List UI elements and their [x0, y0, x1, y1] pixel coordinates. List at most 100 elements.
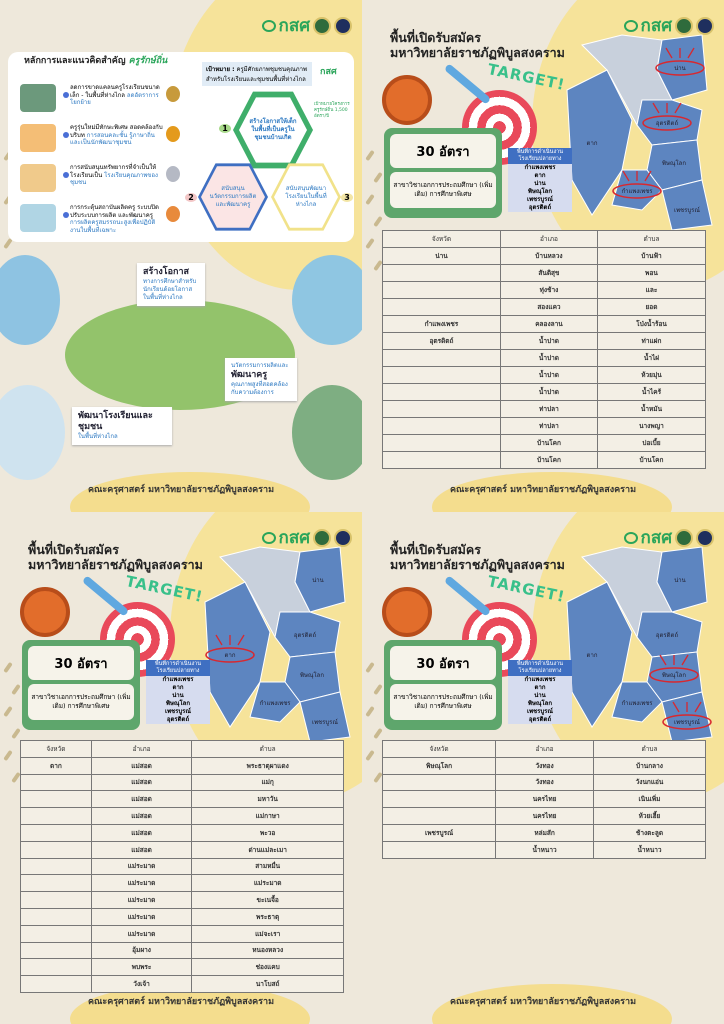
table-cell [382, 417, 501, 435]
callout-teacher-dev: นวัตกรรมการผลิตและ พัฒนาครู คุณภาพสูงที่สอ… [225, 358, 297, 401]
area-item: กำแพงเพชร [524, 164, 556, 171]
table-cell: หล่มสัก [495, 823, 595, 842]
title-line-1: พื้นที่เปิดรับสมัคร [28, 542, 119, 557]
goal-text: ครูมีศักยภาพชุมชนคุณภาพ สำหรับโรงเรียนแล… [206, 66, 307, 83]
seal-icon [313, 528, 331, 547]
compass-icon [382, 75, 432, 125]
table-cell: อุ้มผาง [90, 941, 193, 960]
table-cell: บ้านโคก [499, 451, 598, 469]
table-cell: แม่ระมาด [90, 857, 193, 876]
table-cell: แม่สอด [90, 823, 193, 842]
locations-table: จังหวัด อำเภอ ตำบล น่าน บ้านหลวง บ้านฟ้า สันติ… [382, 230, 707, 469]
kss-logo-text: กสศ [640, 528, 672, 548]
map-label: เพชรบูรณ์ [312, 718, 338, 726]
table-row: น่าน บ้านหลวง บ้านฟ้า [382, 247, 707, 265]
hexagon-text: สนับสนุนนวัตกรรมการผลิตและพัฒนาครู [209, 185, 257, 208]
kss-logo-text: กสศ [640, 16, 672, 36]
table-cell: สามหมื่น [191, 857, 344, 876]
kss-logo-icon [623, 19, 638, 32]
table-cell [20, 891, 92, 909]
hexagon-number: 3 [341, 193, 353, 202]
compass-icon [382, 587, 432, 637]
table-cell [20, 907, 92, 926]
dart-icon [81, 575, 130, 617]
item-illustration [20, 164, 56, 192]
kss-logo-icon [261, 19, 276, 32]
principle-item: ครูรุ่นใหม่มีทักษะพิเศษ สอดคล้องกับบริบท… [70, 124, 165, 147]
table-cell: ตาก [20, 756, 92, 775]
table-row: นครไทย เนินเพิ่ม [381, 790, 706, 809]
map-province [294, 546, 346, 613]
principles-title: หลักการและแนวคิดสำคัญ ครูรักษ์ถิ่น [24, 56, 196, 67]
decor-dash [365, 149, 375, 162]
column-header: ตำบล [593, 740, 706, 758]
table-cell: ยอด [596, 298, 707, 316]
map-label: อุตรดิตถ์ [656, 631, 679, 639]
map-label: ตาก [225, 652, 236, 659]
table-cell: บ้านโคก [596, 451, 707, 469]
callout-text: คุณภาพสูงที่สอดคล้องกับความต้องการ [231, 381, 288, 396]
kss-logo-icon [261, 531, 276, 544]
table-cell: วังทอง [495, 773, 595, 792]
table-cell [381, 807, 497, 825]
footer-text: คณะครุศาสตร์ มหาวิทยาลัยราชภัฏพิบูลสงครา… [449, 997, 636, 1007]
areas-header: พื้นที่การดำเนินงาน โรงเรียนปลายทาง [508, 148, 572, 164]
item-highlight: ลดอัตราการโยกย้าย [70, 91, 159, 107]
table-cell: น้ำหมัน [596, 400, 707, 418]
map-label: น่าน [674, 577, 686, 584]
table-row: แม่สอด แม่กุ [20, 773, 344, 792]
arrow-icon [681, 654, 689, 666]
column-header: จังหวัด [382, 230, 501, 248]
table-cell [20, 975, 92, 993]
area-item: อุตรดิตถ์ [166, 716, 190, 723]
table-row: ท่าปลา นางพญา [382, 417, 707, 435]
item-highlight: การสอนคละชั้น รู้ภาษาถิ่น และเป็นนักพัฒน… [70, 131, 155, 147]
column-header: อำเภอ [90, 740, 193, 758]
principle-item: การกระตุ้นสถาบันผลิตครู ระบบปิดปรับระบบก… [70, 204, 165, 234]
table-cell [382, 451, 501, 469]
table-cell: บ้านฟ้า [596, 247, 707, 265]
map-label: กำแพงเพชร [259, 700, 291, 707]
area-item: พิษณุโลก [527, 700, 552, 707]
partner-logo-icon [166, 126, 180, 142]
area-item: ตาก [534, 684, 546, 691]
panel-title: พื้นที่เปิดรับสมัคร มหาวิทยาลัยราชภัฏพิบู… [390, 30, 565, 60]
column-header: จังหวัด [381, 740, 497, 758]
bullet-icon [63, 172, 69, 178]
university-seal-icon [334, 528, 352, 547]
table-cell [20, 924, 92, 943]
table-cell: แม่สอด [90, 756, 193, 775]
area-item: พิษณุโลก [527, 188, 552, 195]
table-cell: ด่านแม่ละเมา [191, 840, 344, 859]
highlight-circle [612, 183, 662, 199]
table-cell: เนินเพิ่ม [593, 790, 706, 809]
table-row: น้ำปาด น้ำไผ่ [382, 349, 707, 367]
table-row: อุตรดิตถ์ น้ำปาด ท่าแฝก [382, 332, 707, 350]
quota-value: 30 อัตรา [390, 646, 496, 680]
table-cell [382, 264, 501, 282]
table-cell [382, 383, 501, 401]
table-cell: ช้างตะลูด [593, 823, 706, 842]
decor-dash [373, 727, 383, 740]
callout-title: พัฒนาครู [231, 370, 268, 380]
title-line-1: พื้นที่เปิดรับสมัคร [390, 30, 481, 45]
overview-panel: กสศ คณะครุศาสตร์ มหาวิทยาลัยราชภัฏพิบูลสง… [0, 0, 362, 512]
areas-box: พื้นที่การดำเนินงาน โรงเรียนปลายทาง กำแพง… [508, 660, 572, 724]
table-cell [382, 298, 501, 316]
areas-box: พื้นที่การดำเนินงาน โรงเรียนปลายทาง กำแพง… [146, 660, 210, 724]
map-label: กำแพงเพชร [621, 188, 653, 195]
footer-text: คณะครุศาสตร์ มหาวิทยาลัยราชภัฏพิบูลสงครา… [87, 997, 274, 1007]
table-cell [20, 823, 92, 842]
table-cell: ท่าแฝก [596, 332, 707, 350]
highlight-circle [649, 667, 699, 683]
table-cell [382, 366, 501, 384]
map-province [299, 691, 351, 742]
partner-logo-icon [166, 206, 180, 222]
column-header: ตำบล [191, 740, 344, 758]
partner-logo-icon [166, 166, 180, 182]
item-text: ครูรุ่นใหม่มีทักษะพิเศษ สอดคล้องกับบริบท [70, 124, 163, 139]
table-cell: บ้านโคก [499, 434, 598, 452]
map-label: เพชรบูรณ์ [674, 206, 700, 214]
map-label: อุตรดิตถ์ [294, 631, 317, 639]
hexagon-2: สนับสนุนนวัตกรรมการผลิตและพัฒนาครู [198, 163, 268, 231]
